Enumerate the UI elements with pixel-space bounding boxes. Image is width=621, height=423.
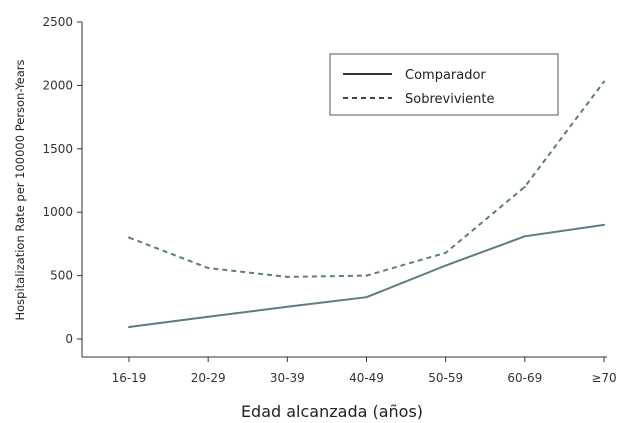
x-tick-label: 16-19: [112, 371, 147, 385]
data-point-comparador: [603, 223, 605, 226]
x-tick-label: 60-69: [507, 371, 542, 385]
y-tick-label: 2000: [42, 78, 73, 92]
y-tick-label: 500: [50, 269, 73, 283]
x-tick-label: ≥70: [591, 371, 616, 385]
data-point-comparador: [128, 325, 130, 328]
x-ticks: 16-19 20-29 30-39 40-49 50-59 60-69 ≥70: [112, 357, 617, 385]
y-ticks: 0 500 1000 1500 2000 2500: [42, 15, 82, 346]
y-tick-label: 2500: [42, 15, 73, 29]
axes: [81, 22, 607, 358]
x-tick-label: 50-59: [428, 371, 463, 385]
legend-label-comparador: Comparador: [405, 68, 486, 83]
data-point-comparador: [286, 305, 289, 308]
series-layer: [128, 80, 605, 328]
x-tick-label: 40-49: [349, 371, 384, 385]
data-point-sobreviviente: [603, 80, 605, 83]
legend-box: [329, 53, 559, 116]
legend: Comparador Sobreviviente: [329, 53, 559, 116]
y-axis-title: Hospitalization Rate per 100000 Person-Y…: [13, 60, 27, 321]
y-tick-label: 1000: [42, 205, 73, 219]
y-tick-label: 1500: [42, 142, 73, 156]
data-point-sobreviviente: [523, 185, 526, 188]
legend-label-sobreviviente: Sobreviviente: [405, 92, 494, 107]
x-tick-label: 30-39: [270, 371, 305, 385]
data-point-comparador: [365, 296, 368, 299]
data-point-comparador: [523, 235, 526, 238]
data-point-sobreviviente: [286, 275, 289, 278]
x-axis-title: Edad alcanzada (años): [241, 402, 423, 421]
data-point-comparador: [444, 264, 447, 267]
data-point-sobreviviente: [444, 251, 447, 254]
data-point-sobreviviente: [207, 266, 210, 269]
data-point-sobreviviente: [128, 236, 130, 239]
data-point-comparador: [207, 315, 210, 318]
y-tick-label: 0: [65, 332, 73, 346]
data-point-sobreviviente: [365, 274, 368, 277]
x-tick-label: 20-29: [191, 371, 226, 385]
